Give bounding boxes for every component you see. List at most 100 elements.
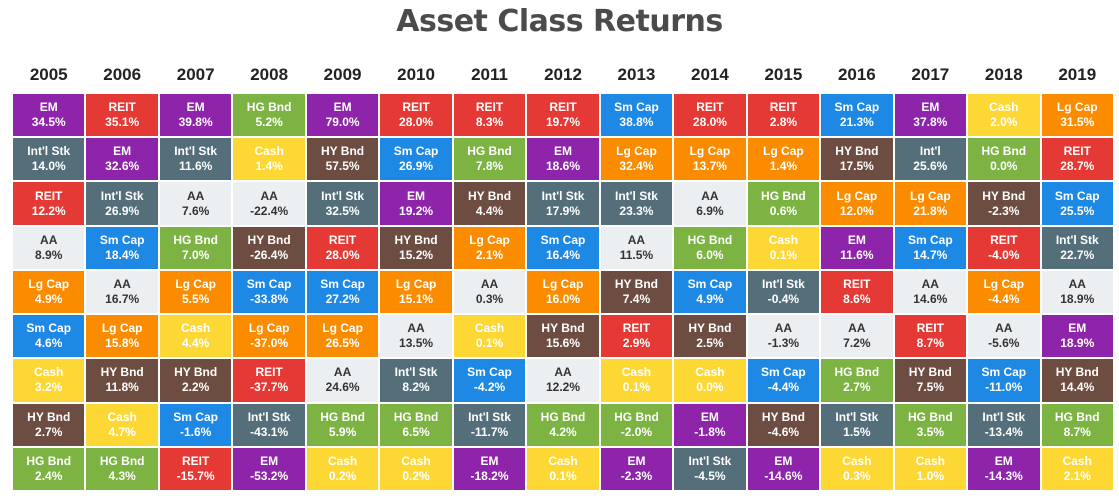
return-value-label: 11.8% xyxy=(105,380,139,395)
asset-class-label: Sm Cap xyxy=(540,232,586,247)
year-label-2008: 2008 xyxy=(250,65,289,84)
return-cell: Sm Cap 25.5% xyxy=(1040,181,1114,226)
return-cell: HY Bnd -26.4% xyxy=(232,225,306,270)
return-cell: AA 7.2% xyxy=(820,314,894,359)
return-cell: HG Bnd 6.5% xyxy=(379,402,453,447)
return-value-label: 2.7% xyxy=(843,380,871,395)
return-value-label: 1.4% xyxy=(769,159,798,174)
return-cell: HG Bnd 3.5% xyxy=(893,402,968,447)
asset-class-label: HG Bnd xyxy=(540,409,586,424)
asset-class-label: HG Bnd xyxy=(687,232,733,247)
return-cell: Lg Cap 21.8% xyxy=(893,181,968,226)
asset-class-label: HG Bnd xyxy=(1054,409,1100,424)
asset-class-label: Int'l Stk xyxy=(468,409,511,424)
return-value-label: 6.9% xyxy=(696,203,724,218)
asset-class-label: HG Bnd xyxy=(907,409,953,424)
asset-class-label: AA xyxy=(921,276,939,291)
return-cell: Lg Cap 16.0% xyxy=(526,269,600,315)
asset-class-label: HY Bnd xyxy=(27,409,71,424)
asset-class-label: HY Bnd xyxy=(614,276,658,291)
return-cell: Lg Cap 15.8% xyxy=(85,314,159,359)
asset-class-label: Sm Cap xyxy=(99,232,145,247)
asset-class-label: REIT xyxy=(696,100,724,115)
return-cell: HG Bnd 4.3% xyxy=(85,446,159,491)
return-cell: Int'l Stk -4.5% xyxy=(673,446,747,491)
return-value-label: 2.5% xyxy=(696,336,724,351)
asset-class-label: Sm Cap xyxy=(981,365,1027,380)
return-cell: Cash 0.3% xyxy=(820,446,894,491)
year-label-2019: 2019 xyxy=(1058,65,1097,84)
return-value-label: -14.3% xyxy=(984,468,1023,483)
return-cell: HG Bnd 5.9% xyxy=(305,402,380,447)
return-value-label: 2.7% xyxy=(35,424,63,439)
asset-class-label: Sm Cap xyxy=(614,100,659,115)
return-value-label: 7.2% xyxy=(843,336,871,351)
asset-class-label: REIT xyxy=(916,321,944,336)
asset-class-label: Cash xyxy=(842,453,872,468)
return-cell: AA 18.9% xyxy=(1040,269,1114,315)
return-value-label: 2.8% xyxy=(769,115,798,130)
asset-class-label: HY Bnd xyxy=(321,144,365,159)
asset-class-label: HG Bnd xyxy=(467,144,512,159)
return-value-label: 37.8% xyxy=(913,115,948,130)
asset-class-label: Sm Cap xyxy=(834,100,880,115)
return-value-label: 0.2% xyxy=(402,468,430,483)
return-value-label: -22.4% xyxy=(250,203,289,218)
asset-class-label: HY Bnd xyxy=(908,365,952,380)
return-value-label: 0.6% xyxy=(769,203,798,218)
asset-class-label: Sm Cap xyxy=(467,365,512,380)
return-value-label: 14.7% xyxy=(913,247,948,262)
return-value-label: 19.2% xyxy=(399,203,434,218)
return-value-label: 6.0% xyxy=(696,247,724,262)
asset-class-label: AA xyxy=(627,232,646,247)
return-cell: HG Bnd 8.7% xyxy=(1040,402,1114,447)
asset-class-label: Lg Cap xyxy=(1056,100,1098,115)
asset-class-label: HG Bnd xyxy=(614,409,659,424)
asset-class-label: Cash xyxy=(401,453,431,468)
return-value-label: -18.2% xyxy=(470,468,509,483)
return-value-label: 26.9% xyxy=(105,203,140,218)
asset-class-label: HG Bnd xyxy=(981,144,1027,159)
return-value-label: 23.3% xyxy=(619,203,654,218)
return-value-label: 3.5% xyxy=(916,424,944,439)
return-value-label: 18.9% xyxy=(1060,336,1095,351)
year-label-2018: 2018 xyxy=(984,65,1023,84)
asset-class-label: HG Bnd xyxy=(99,453,145,468)
return-cell: AA 8.9% xyxy=(12,225,86,270)
asset-class-label: Int'l Stk xyxy=(1055,232,1099,247)
year-label-2009: 2009 xyxy=(323,65,362,84)
asset-class-label: Cash xyxy=(254,144,284,159)
return-value-label: 4.9% xyxy=(35,291,63,306)
asset-class-label: Sm Cap xyxy=(393,144,439,159)
asset-class-label: Lg Cap xyxy=(248,321,290,336)
return-cell: HY Bnd 2.2% xyxy=(158,358,233,403)
return-value-label: 7.0% xyxy=(181,247,210,262)
asset-class-label: REIT xyxy=(843,276,871,291)
return-cell: Cash 4.7% xyxy=(85,402,159,447)
return-cell: Cash 1.0% xyxy=(893,446,968,491)
return-cell: Lg Cap 12.0% xyxy=(820,181,894,226)
return-cell: Sm Cap 16.4% xyxy=(526,225,600,270)
return-value-label: 12.0% xyxy=(839,203,874,218)
return-value-label: -37.0% xyxy=(250,336,289,351)
asset-class-label: HY Bnd xyxy=(761,409,805,424)
return-value-label: 0.0% xyxy=(696,380,724,395)
return-cell: EM -18.2% xyxy=(452,446,527,491)
return-value-label: 28.0% xyxy=(325,247,360,262)
asset-class-label: AA xyxy=(480,276,499,291)
asset-class-label: EM xyxy=(847,232,866,247)
asset-class-label: Lg Cap xyxy=(836,188,878,203)
asset-class-label: HY Bnd xyxy=(688,321,732,336)
return-cell: Sm Cap -4.4% xyxy=(746,358,821,403)
asset-class-label: REIT xyxy=(549,100,577,115)
return-cell: HG Bnd -2.0% xyxy=(599,402,674,447)
return-cell: HG Bnd 2.4% xyxy=(12,446,86,491)
return-value-label: -15.7% xyxy=(176,468,215,483)
return-cell: AA -22.4% xyxy=(232,181,306,226)
asset-class-label: Lg Cap xyxy=(689,144,731,159)
asset-class-label: Sm Cap xyxy=(173,409,218,424)
asset-class-label: AA xyxy=(407,321,425,336)
chart-title: Asset Class Returns xyxy=(396,4,723,39)
asset-class-label: REIT xyxy=(990,232,1018,247)
return-cell: Sm Cap -33.8% xyxy=(232,269,306,315)
